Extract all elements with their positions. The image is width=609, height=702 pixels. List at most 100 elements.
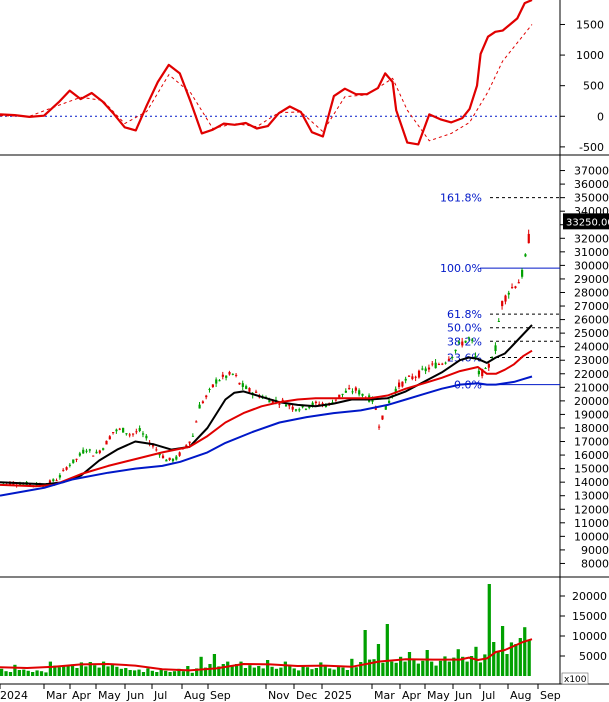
candle-body <box>115 429 118 432</box>
volume-bar <box>381 662 385 676</box>
candle-body <box>175 456 178 460</box>
candle-body <box>501 301 504 307</box>
y-tick-label: 15000 <box>572 610 607 623</box>
volume-bar <box>195 668 199 676</box>
y-tick-label: 12000 <box>574 503 609 516</box>
candle-body <box>344 390 347 393</box>
volume-bar <box>363 630 367 676</box>
candle-body <box>421 368 424 370</box>
candle-body <box>235 374 238 376</box>
candle-body <box>82 449 85 454</box>
candle-body <box>457 341 461 343</box>
x-tick-label: Jun <box>126 689 144 702</box>
volume-bar <box>430 661 434 676</box>
candle-body <box>125 433 128 435</box>
candle-body <box>168 457 171 460</box>
y-tick-label: 0 <box>597 110 604 123</box>
volume-bar <box>518 638 522 676</box>
candle-body <box>85 450 88 452</box>
candle-body <box>28 484 32 486</box>
candle-body <box>524 254 527 257</box>
x-tick-label: Apr <box>72 689 92 702</box>
y-tick-label: 5000 <box>579 650 607 663</box>
candle-body <box>294 409 298 411</box>
volume-bar <box>523 627 527 676</box>
oscillator-line <box>0 0 533 146</box>
x-tick-label: May <box>427 689 450 702</box>
candle-body <box>467 337 471 339</box>
volume-bar <box>155 672 159 676</box>
volume-ma-line <box>0 638 533 672</box>
volume-bar <box>35 670 39 676</box>
candle-body <box>268 399 271 403</box>
x-tick-label: Jul <box>481 689 495 702</box>
candle-body <box>381 415 384 420</box>
volume-bar <box>13 664 17 676</box>
candle-body <box>404 378 407 381</box>
volume-bar <box>452 657 456 676</box>
x-tick-label: Dec <box>296 689 317 702</box>
candle-body <box>128 434 131 436</box>
volume-bar <box>407 652 412 676</box>
volume-bar <box>48 661 52 676</box>
volume-bar <box>177 668 181 676</box>
volume-bar <box>283 661 287 676</box>
candle-body <box>431 363 434 365</box>
candle-body <box>132 433 135 435</box>
y-tick-label: 1000 <box>576 49 604 62</box>
y-tick-label: 11000 <box>574 517 609 530</box>
y-tick-label: 14000 <box>574 476 609 489</box>
volume-bar <box>403 661 407 676</box>
candle-body <box>351 391 354 393</box>
volume-bar <box>239 661 243 676</box>
y-tick-label: 15000 <box>574 463 609 476</box>
volume-bar <box>412 660 416 676</box>
volume-bar <box>150 670 154 676</box>
y-tick-label: 21000 <box>574 381 609 394</box>
volume-bar <box>399 656 403 676</box>
candle-body <box>55 480 58 482</box>
candle-body <box>464 340 467 343</box>
y-tick-label: 500 <box>583 80 604 93</box>
y-tick-label: 25000 <box>574 327 609 340</box>
volume-bar <box>22 669 26 676</box>
volume-bar <box>44 672 48 676</box>
volume-bar <box>261 668 265 676</box>
candle-body <box>198 404 201 409</box>
y-tick-label: 37000 <box>574 165 609 178</box>
candle-body <box>321 403 324 405</box>
candle-body <box>318 403 321 406</box>
volume-bar <box>425 650 429 676</box>
y-tick-label: 20000 <box>574 395 609 408</box>
volume-bar <box>119 668 123 676</box>
candle-body <box>511 286 514 288</box>
fibonacci-label: 50.0% <box>447 322 482 335</box>
volume-bar <box>199 656 203 676</box>
volume-bar <box>208 664 212 676</box>
y-tick-label: 28000 <box>574 286 609 299</box>
candle-body <box>171 458 175 462</box>
candle-body <box>278 403 281 405</box>
volume-bar <box>146 668 150 676</box>
candle-body <box>228 371 231 375</box>
candle-body <box>68 464 72 466</box>
volume-bar <box>465 661 469 676</box>
candle-body <box>191 435 195 437</box>
volume-bar <box>332 669 336 676</box>
candle-body <box>411 376 414 380</box>
candle-body <box>461 341 464 346</box>
y-tick-label: 36000 <box>574 178 609 191</box>
x-tick-label: May <box>98 689 121 702</box>
candle-body <box>494 345 497 352</box>
volume-bar <box>372 659 376 676</box>
y-tick-label: 29000 <box>574 273 609 286</box>
candle-body <box>451 356 454 358</box>
candle-body <box>118 428 121 430</box>
candle-body <box>225 375 228 378</box>
volume-bar <box>172 671 177 676</box>
volume-bar <box>133 670 137 676</box>
volume-bar <box>234 664 239 676</box>
volume-bar <box>456 649 460 676</box>
